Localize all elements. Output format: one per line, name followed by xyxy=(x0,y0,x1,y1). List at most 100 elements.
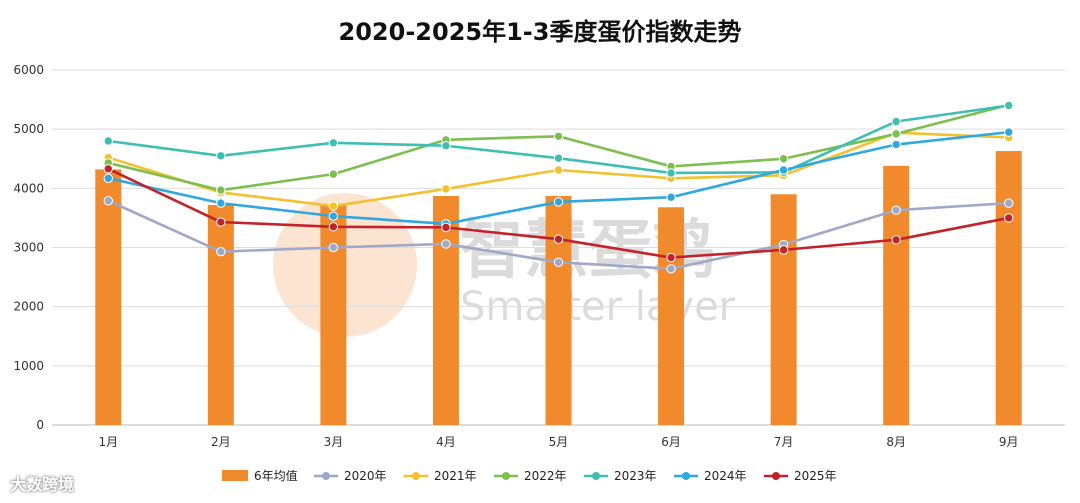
legend-marker xyxy=(412,472,420,480)
series-line xyxy=(103,100,1014,178)
data-point xyxy=(328,201,339,211)
bar xyxy=(770,194,797,425)
data-point xyxy=(553,197,564,207)
x-tick-label: 6月 xyxy=(661,435,681,449)
data-point xyxy=(328,138,339,148)
x-axis: 1月 2月 3月 4月 5月 6月 7月 8月 9月 xyxy=(98,435,1018,449)
legend-marker xyxy=(682,472,690,480)
data-point xyxy=(778,154,789,164)
y-tick-label: 1000 xyxy=(13,359,44,373)
data-point xyxy=(666,264,676,274)
data-point xyxy=(553,153,564,163)
legend-label: 2024年 xyxy=(704,469,747,483)
data-point xyxy=(891,116,901,127)
data-point xyxy=(666,168,676,178)
data-point xyxy=(441,184,451,194)
data-point xyxy=(778,245,789,255)
legend-item: 2024年 xyxy=(674,469,747,483)
data-point xyxy=(891,205,901,215)
legend-item: 2025年 xyxy=(764,469,837,483)
y-tick-label: 6000 xyxy=(13,63,44,77)
corner-watermark: 大数跨境 xyxy=(10,475,75,494)
data-point xyxy=(553,165,564,175)
data-point xyxy=(1004,213,1014,223)
y-tick-label: 5000 xyxy=(13,122,44,136)
data-point xyxy=(1004,127,1014,137)
x-tick-label: 9月 xyxy=(999,435,1019,449)
bar xyxy=(883,165,910,425)
x-tick-label: 8月 xyxy=(886,435,906,449)
y-tick-label: 4000 xyxy=(13,181,44,195)
legend: 6年均值 2020年 2021年 2022年 2023年 2024年 2025年 xyxy=(222,468,837,483)
line-series xyxy=(103,100,1014,274)
data-point xyxy=(103,136,113,146)
y-tick-label: 0 xyxy=(36,418,44,432)
series-line xyxy=(103,164,1014,263)
bar xyxy=(658,207,685,425)
data-point xyxy=(1004,100,1014,111)
data-point xyxy=(553,257,564,267)
data-point xyxy=(216,185,226,195)
data-point xyxy=(216,246,226,257)
bar xyxy=(320,204,347,425)
data-point xyxy=(216,151,226,161)
legend-marker xyxy=(502,472,510,480)
y-tick-label: 2000 xyxy=(13,300,44,314)
data-point xyxy=(666,192,676,202)
x-tick-label: 1月 xyxy=(98,435,118,449)
x-tick-label: 4月 xyxy=(436,435,456,449)
legend-item: 2022年 xyxy=(494,469,567,483)
data-point xyxy=(328,211,339,221)
legend-marker xyxy=(322,472,330,480)
legend-item: 2020年 xyxy=(314,469,387,483)
x-tick-label: 3月 xyxy=(324,435,344,449)
data-point xyxy=(553,234,564,244)
data-point xyxy=(441,141,451,151)
bar-series xyxy=(95,151,1022,425)
data-point xyxy=(441,222,451,233)
data-point xyxy=(778,165,789,175)
legend-item: 2023年 xyxy=(584,469,657,483)
data-point xyxy=(216,217,226,227)
legend-label: 2021年 xyxy=(434,469,477,483)
y-tick-label: 3000 xyxy=(13,241,44,255)
legend-label: 6年均值 xyxy=(254,468,298,483)
data-point xyxy=(666,252,676,263)
bar xyxy=(207,204,234,425)
data-point xyxy=(216,198,226,208)
series-path xyxy=(107,103,1010,192)
data-point xyxy=(328,242,339,253)
legend-swatch xyxy=(222,470,248,481)
series-line xyxy=(103,127,1014,229)
x-tick-label: 5月 xyxy=(549,435,569,449)
y-axis: 0 1000 2000 3000 4000 5000 6000 xyxy=(13,63,44,432)
series-line xyxy=(103,100,1014,195)
data-point xyxy=(891,129,901,139)
x-tick-label: 7月 xyxy=(774,435,794,449)
data-point xyxy=(103,164,113,174)
legend-item: 6年均值 xyxy=(222,468,298,483)
data-point xyxy=(891,139,901,150)
x-tick-label: 2月 xyxy=(211,435,231,449)
bar xyxy=(995,151,1022,425)
legend-marker xyxy=(772,472,780,480)
data-point xyxy=(103,196,113,206)
bar xyxy=(545,196,572,425)
bar xyxy=(95,169,122,425)
legend-marker xyxy=(592,472,600,480)
legend-label: 2023年 xyxy=(614,469,657,483)
data-point xyxy=(103,173,113,183)
legend-label: 2022年 xyxy=(524,469,567,483)
data-point xyxy=(891,235,901,245)
legend-label: 2025年 xyxy=(794,469,837,483)
data-point xyxy=(553,131,564,141)
data-point xyxy=(328,222,339,232)
data-point xyxy=(328,169,339,179)
data-point xyxy=(441,239,451,249)
legend-label: 2020年 xyxy=(344,469,387,483)
legend-item: 2021年 xyxy=(404,469,477,483)
bar xyxy=(432,196,459,425)
chart-title: 2020-2025年1-3季度蛋价指数走势 xyxy=(338,18,742,46)
data-point xyxy=(1004,198,1014,208)
